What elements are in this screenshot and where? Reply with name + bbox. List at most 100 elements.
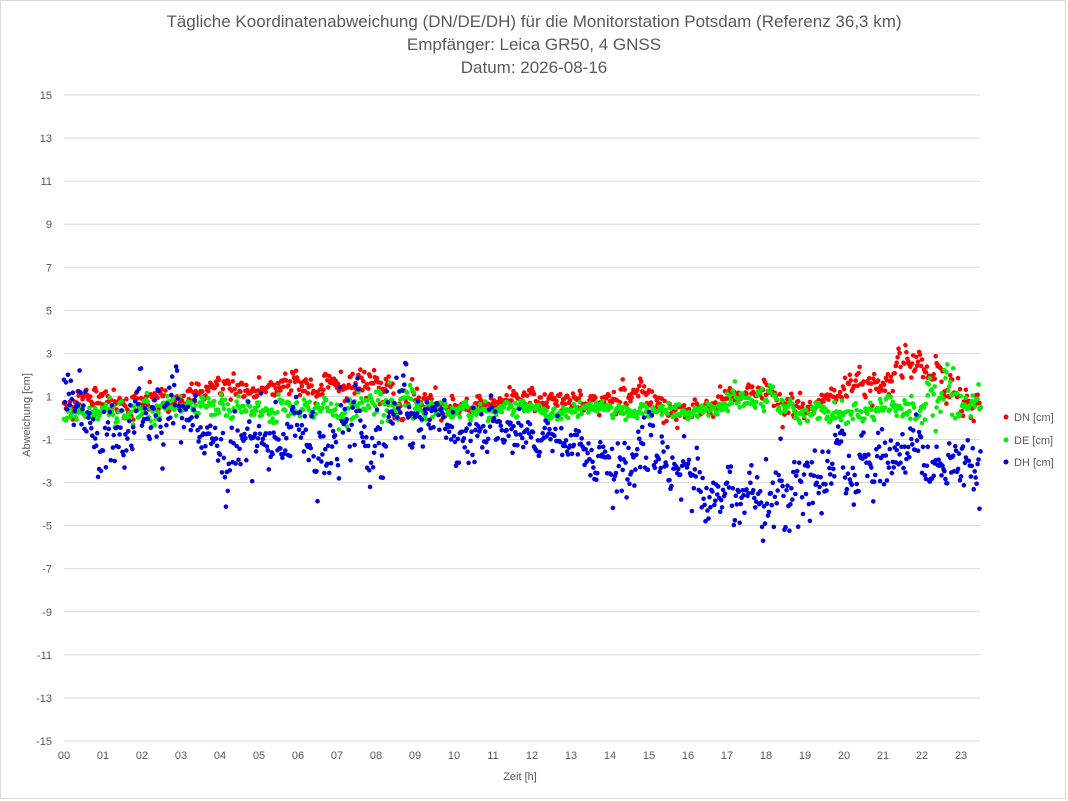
data-point xyxy=(765,513,771,518)
data-point xyxy=(87,405,92,411)
chart-date: Datum: 2026-08-16 xyxy=(460,58,608,77)
data-point xyxy=(875,378,881,383)
data-point xyxy=(378,392,384,397)
data-point xyxy=(217,452,223,457)
data-point xyxy=(169,404,174,410)
data-point xyxy=(725,408,731,414)
data-point xyxy=(330,428,336,434)
data-point xyxy=(283,448,288,453)
data-point xyxy=(853,400,858,406)
data-point xyxy=(506,433,511,439)
data-point xyxy=(911,405,917,410)
data-point xyxy=(823,482,828,487)
data-point xyxy=(609,446,615,452)
data-point xyxy=(478,401,483,407)
data-point xyxy=(754,475,760,480)
data-point xyxy=(300,430,306,436)
data-point xyxy=(781,493,786,499)
data-point xyxy=(895,441,900,447)
data-point xyxy=(906,401,911,407)
data-point xyxy=(222,397,228,403)
data-point xyxy=(562,401,568,407)
data-point xyxy=(220,401,226,407)
data-point xyxy=(916,429,922,435)
data-point xyxy=(736,489,741,495)
data-point xyxy=(507,384,512,390)
data-point xyxy=(498,423,504,429)
data-point xyxy=(536,402,542,408)
data-point xyxy=(715,411,720,417)
data-point xyxy=(871,376,876,382)
data-point xyxy=(963,395,969,401)
data-point xyxy=(455,436,461,442)
data-point xyxy=(381,412,387,418)
data-point xyxy=(695,414,701,420)
data-point xyxy=(661,449,666,454)
data-point xyxy=(472,459,477,465)
data-point xyxy=(508,420,513,426)
data-point xyxy=(374,375,380,381)
data-point xyxy=(975,392,980,398)
data-point xyxy=(724,480,730,486)
data-point xyxy=(390,421,395,426)
data-point xyxy=(706,516,711,521)
data-point xyxy=(224,413,230,418)
data-point xyxy=(103,389,109,394)
data-point xyxy=(882,388,888,394)
data-point xyxy=(565,415,571,421)
data-point xyxy=(976,457,981,462)
data-point xyxy=(351,399,356,405)
data-point xyxy=(364,398,370,403)
data-point xyxy=(207,431,212,437)
data-point xyxy=(468,418,473,423)
data-point xyxy=(729,401,735,406)
data-point xyxy=(770,480,776,486)
data-point xyxy=(558,439,563,445)
data-point xyxy=(404,411,410,416)
data-point xyxy=(971,418,976,424)
data-point xyxy=(943,375,948,381)
data-point xyxy=(349,422,354,428)
data-point xyxy=(169,393,174,398)
data-point xyxy=(552,406,557,411)
data-point xyxy=(270,451,275,457)
x-tick-label: 00 xyxy=(58,750,70,762)
data-point xyxy=(389,397,394,403)
data-point xyxy=(93,388,99,394)
data-point xyxy=(576,429,582,434)
data-point xyxy=(88,394,93,399)
data-point xyxy=(375,398,381,403)
data-point xyxy=(148,425,154,431)
data-point xyxy=(208,423,213,429)
data-point xyxy=(639,411,645,416)
data-point xyxy=(254,443,260,449)
data-point xyxy=(931,372,936,377)
data-point xyxy=(510,450,515,456)
data-point xyxy=(681,403,687,408)
data-point xyxy=(818,474,823,480)
data-point xyxy=(724,396,730,401)
data-point xyxy=(284,435,289,441)
data-point xyxy=(299,383,305,389)
data-point xyxy=(427,417,432,423)
data-point xyxy=(966,458,972,464)
data-point xyxy=(920,374,926,380)
data-point xyxy=(359,396,364,401)
data-point xyxy=(933,353,938,359)
data-point xyxy=(238,461,243,467)
data-point xyxy=(371,367,377,373)
data-point xyxy=(872,472,878,478)
data-point xyxy=(181,393,187,399)
x-tick-label: 14 xyxy=(604,750,616,762)
data-point xyxy=(101,409,107,415)
data-point xyxy=(439,406,444,412)
data-point xyxy=(817,415,822,421)
data-point xyxy=(199,445,204,450)
data-point xyxy=(421,435,427,440)
x-tick-label: 23 xyxy=(955,750,967,762)
data-point xyxy=(153,416,158,422)
data-point xyxy=(371,450,377,456)
series-1-points xyxy=(61,342,983,431)
data-point xyxy=(69,397,75,402)
